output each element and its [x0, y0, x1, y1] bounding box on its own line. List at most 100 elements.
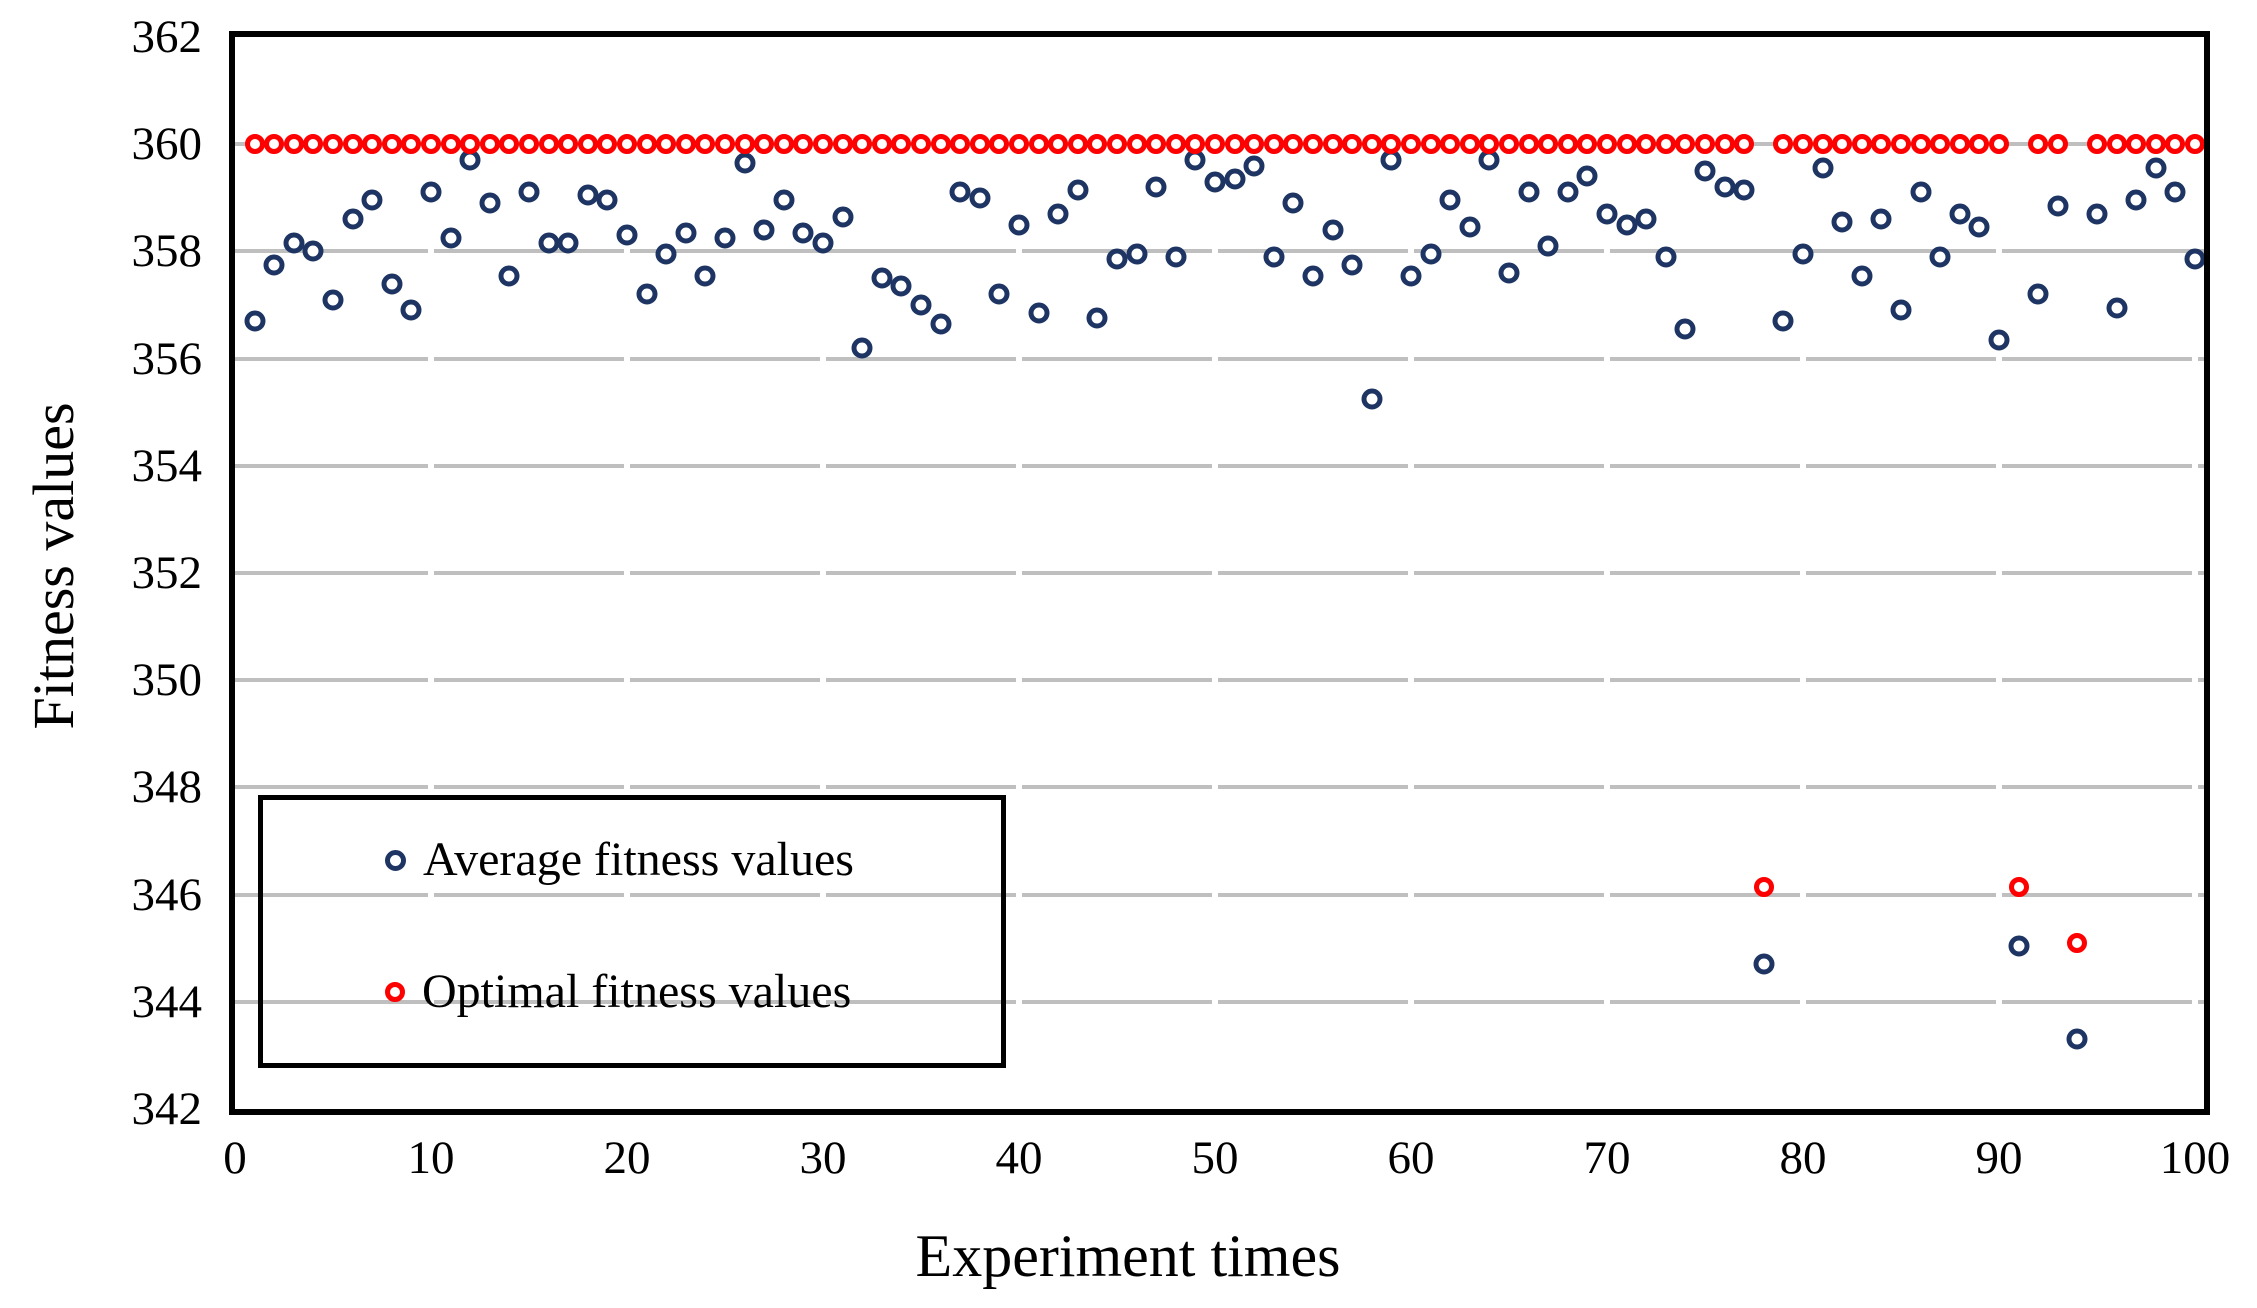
- gridline-break-x-20: [624, 37, 630, 1109]
- scatter-point-average-85: [1890, 299, 1912, 321]
- gridline-break-x-30: [820, 37, 826, 1109]
- scatter-point-optimal-1: [244, 134, 265, 155]
- scatter-point-optimal-89: [1969, 134, 1990, 155]
- scatter-point-average-32: [851, 337, 873, 359]
- scatter-point-optimal-58: [1361, 134, 1382, 155]
- scatter-point-average-88: [1949, 203, 1971, 225]
- gridline-break-x-50: [1212, 37, 1218, 1109]
- scatter-point-average-79: [1772, 310, 1794, 332]
- scatter-point-average-20: [616, 224, 638, 246]
- scatter-point-optimal-63: [1459, 134, 1480, 155]
- scatter-point-optimal-40: [1009, 134, 1029, 155]
- scatter-point-average-18: [577, 184, 599, 206]
- scatter-point-average-78: [1753, 953, 1775, 975]
- scatter-point-optimal-32: [852, 134, 873, 155]
- scatter-point-optimal-17: [558, 134, 579, 155]
- scatter-point-average-35: [910, 294, 932, 316]
- scatter-point-optimal-45: [1107, 134, 1127, 155]
- scatter-point-optimal-96: [2106, 134, 2127, 155]
- scatter-point-optimal-69: [1577, 134, 1598, 155]
- scatter-point-average-76: [1714, 176, 1736, 198]
- scatter-point-average-2: [263, 254, 285, 276]
- gridline-break-x-60: [1408, 37, 1414, 1109]
- scatter-point-optimal-67: [1538, 134, 1559, 155]
- scatter-point-optimal-76: [1714, 134, 1735, 155]
- scatter-point-average-10: [420, 181, 442, 203]
- scatter-point-optimal-3: [283, 134, 304, 155]
- scatter-point-average-50: [1204, 171, 1226, 193]
- scatter-point-average-87: [1929, 246, 1951, 268]
- scatter-point-optimal-39: [989, 134, 1010, 155]
- scatter-point-average-73: [1655, 246, 1677, 268]
- scatter-point-average-27: [753, 219, 775, 241]
- scatter-point-average-55: [1302, 265, 1324, 287]
- scatter-point-average-14: [498, 265, 520, 287]
- gridline-break-x-80: [1800, 37, 1806, 1109]
- scatter-point-average-3: [283, 232, 305, 254]
- scatter-point-average-43: [1067, 179, 1089, 201]
- scatter-point-optimal-66: [1518, 134, 1539, 155]
- scatter-point-average-82: [1831, 211, 1853, 233]
- scatter-point-average-41: [1028, 302, 1050, 324]
- scatter-point-optimal-62: [1440, 134, 1461, 155]
- scatter-point-average-7: [361, 189, 383, 211]
- scatter-point-optimal-46: [1126, 134, 1147, 155]
- scatter-point-optimal-85: [1891, 134, 1911, 155]
- x-tick-label-0: 0: [223, 1132, 247, 1184]
- plot-area: [235, 37, 2206, 1109]
- scatter-point-average-5: [322, 289, 344, 311]
- scatter-point-optimal-12: [460, 134, 481, 155]
- scatter-point-average-36: [930, 313, 952, 335]
- scatter-point-average-42: [1047, 203, 1069, 225]
- legend-marker-optimal-icon: [385, 982, 405, 1002]
- scatter-point-average-69: [1576, 165, 1598, 187]
- scatter-point-average-19: [596, 189, 618, 211]
- gridline-y-348: [235, 785, 2204, 790]
- x-tick-label-70: 70: [1583, 1132, 1631, 1184]
- scatter-point-optimal-34: [891, 134, 912, 155]
- scatter-point-optimal-36: [930, 134, 951, 155]
- gridline-y-350: [235, 678, 2204, 683]
- scatter-point-average-58: [1361, 388, 1383, 410]
- scatter-point-optimal-35: [911, 134, 931, 155]
- scatter-point-optimal-47: [1146, 134, 1167, 155]
- scatter-point-optimal-26: [734, 134, 755, 155]
- scatter-point-average-38: [969, 187, 991, 209]
- scatter-point-average-96: [2106, 297, 2128, 319]
- scatter-point-average-74: [1674, 318, 1696, 340]
- scatter-point-optimal-53: [1263, 134, 1284, 155]
- legend-entry-optimal: Optimal fitness values: [385, 964, 851, 1020]
- scatter-point-optimal-28: [773, 134, 794, 155]
- scatter-point-optimal-27: [754, 134, 775, 155]
- scatter-point-optimal-61: [1420, 134, 1441, 155]
- scatter-point-average-24: [694, 265, 716, 287]
- scatter-point-average-75: [1694, 160, 1716, 182]
- scatter-point-optimal-99: [2165, 134, 2186, 155]
- legend-marker-average-icon: [385, 849, 406, 871]
- scatter-point-optimal-16: [538, 134, 559, 155]
- y-tick-label-346: 346: [131, 868, 203, 921]
- scatter-point-optimal-90: [1989, 134, 2009, 155]
- scatter-point-average-11: [440, 227, 462, 249]
- scatter-point-average-84: [1870, 208, 1892, 230]
- scatter-point-optimal-91: [2008, 876, 2029, 897]
- scatter-point-optimal-72: [1636, 134, 1657, 155]
- scatter-point-average-4: [302, 240, 324, 262]
- scatter-point-average-99: [2164, 181, 2186, 203]
- y-tick-label-354: 354: [131, 439, 203, 492]
- scatter-point-average-100: [2184, 248, 2206, 270]
- scatter-point-optimal-71: [1616, 134, 1637, 155]
- scatter-point-optimal-88: [1949, 134, 1970, 155]
- y-tick-label-352: 352: [131, 547, 203, 599]
- scatter-point-average-72: [1635, 208, 1657, 230]
- scatter-point-optimal-65: [1499, 134, 1519, 155]
- scatter-point-average-95: [2086, 203, 2108, 225]
- y-tick-label-356: 356: [131, 332, 203, 385]
- scatter-point-average-91: [2008, 935, 2030, 957]
- gridline-break-x-10: [428, 37, 434, 1109]
- x-tick-label-20: 20: [603, 1132, 651, 1184]
- x-tick-label-60: 60: [1387, 1132, 1435, 1184]
- scatter-point-optimal-8: [381, 134, 402, 155]
- scatter-point-optimal-98: [2145, 134, 2166, 155]
